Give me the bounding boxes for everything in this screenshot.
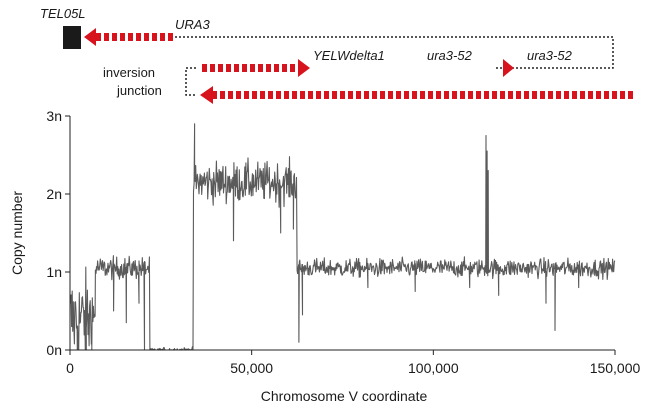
ura3-52-right-label: ura3-52 bbox=[527, 48, 573, 63]
x-ticks: 0 50,000 100,000 150,000 bbox=[66, 350, 641, 376]
x-tick-label: 150,000 bbox=[590, 360, 641, 376]
ura3-label: URA3 bbox=[175, 17, 210, 32]
dotted-connector-left bbox=[185, 67, 196, 96]
y-tick-label: 2n bbox=[46, 186, 62, 202]
yelwdelta1-label: YELWdelta1 bbox=[313, 48, 385, 63]
copy-number-series-line bbox=[69, 123, 616, 351]
copy-number-plot: 0n 1n 2n 3n 0 50,000 100,000 150,000 Chromosom… bbox=[9, 108, 641, 404]
plot-axes bbox=[69, 116, 615, 351]
y-tick-label: 1n bbox=[46, 264, 62, 280]
y-tick-label: 3n bbox=[46, 108, 62, 124]
x-tick-label: 0 bbox=[66, 360, 74, 376]
inversion-diagram: TEL05L URA3 YELWdelta1 ura3-52 ura3-52 i… bbox=[40, 6, 633, 104]
y-axis-title: Copy number bbox=[9, 191, 25, 275]
arrow-long-bottom bbox=[200, 86, 633, 104]
arrow-tel-ura3 bbox=[84, 28, 173, 46]
y-tick-label: 0n bbox=[46, 342, 62, 358]
copy-number-trace bbox=[69, 123, 616, 351]
x-axis-title: Chromosome V coordinate bbox=[261, 388, 428, 404]
junction-label: junction bbox=[116, 83, 162, 98]
telomere-block bbox=[63, 26, 81, 49]
tel05l-label: TEL05L bbox=[40, 6, 86, 21]
x-tick-label: 50,000 bbox=[230, 360, 273, 376]
arrow-yelwdelta1 bbox=[202, 59, 310, 77]
y-ticks: 0n 1n 2n 3n bbox=[46, 108, 70, 358]
inversion-label: inversion bbox=[103, 65, 155, 80]
arrow-ura3-52-right bbox=[503, 59, 514, 77]
x-tick-label: 100,000 bbox=[408, 360, 459, 376]
dotted-connector-top bbox=[175, 36, 614, 69]
ura3-52-left-label: ura3-52 bbox=[427, 48, 473, 63]
